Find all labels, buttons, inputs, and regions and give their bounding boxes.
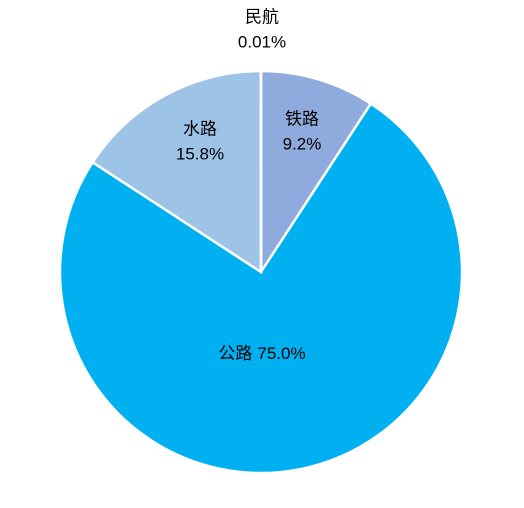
category-label: 民航 [245,7,279,26]
category-label: 水路 [183,119,217,138]
slice-label: 公路 75.0% [218,344,305,363]
value-label: 15.8% [176,144,224,163]
category-label: 公路 [218,344,252,363]
value-label: 75.0% [257,344,305,363]
category-label: 铁路 [285,109,319,128]
pie-slice [90,69,263,275]
value-label: 9.2% [283,134,322,153]
pie-slice [259,69,373,277]
value-label: 0.01% [238,32,286,51]
pie-slice [58,101,464,475]
